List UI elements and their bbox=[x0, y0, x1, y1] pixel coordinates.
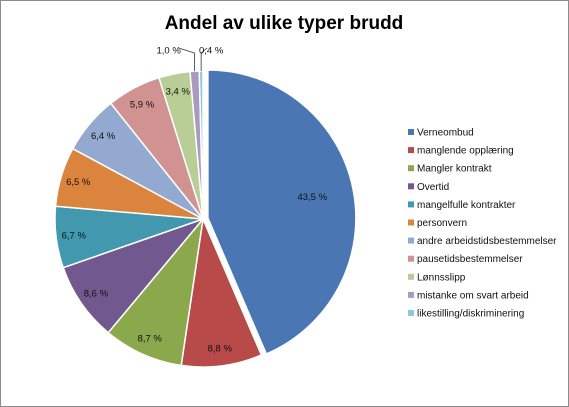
data-label-mistanke-om-svart-arbeid: 1,0 % bbox=[156, 46, 181, 57]
data-label-overtid: 8,6 % bbox=[84, 289, 109, 300]
legend-label-mistanke-om-svart-arbeid: mistanke om svart arbeid bbox=[417, 290, 529, 301]
legend-label-verneombud: Verneombud bbox=[417, 128, 474, 139]
pie-slice-verneombud bbox=[207, 69, 357, 355]
data-label-verneombud: 43,5 % bbox=[297, 192, 327, 203]
legend-label-likestilling-diskriminering: likestilling/diskriminering bbox=[417, 309, 524, 320]
data-label-mangelfulle-kontrakter: 6,7 % bbox=[62, 231, 87, 242]
leader-line-mistanke-om-svart-arbeid bbox=[178, 47, 196, 72]
legend-swatch-mistanke-om-svart-arbeid bbox=[408, 291, 414, 298]
data-label-pausetidsbestemmelser: 5,9 % bbox=[130, 99, 155, 110]
legend-swatch-overtid bbox=[408, 183, 414, 190]
data-label-personvern: 6,5 % bbox=[66, 177, 91, 188]
data-label-l-nnsslipp: 3,4 % bbox=[166, 87, 191, 98]
legend-swatch-mangelfulle-kontrakter bbox=[408, 201, 414, 208]
pie-slices bbox=[54, 69, 357, 368]
data-label-andre-arbeidstidsbestemmelser: 6,4 % bbox=[91, 131, 116, 142]
pie-slice-manglende-oppl-ring bbox=[180, 216, 263, 368]
data-label-likestilling-diskriminering: 0,4 % bbox=[199, 46, 224, 57]
legend-label-pausetidsbestemmelser: pausetidsbestemmelser bbox=[417, 254, 523, 265]
legend-swatch-personvern bbox=[408, 219, 414, 226]
leader-lines bbox=[178, 47, 208, 72]
legend-label-overtid: Overtid bbox=[417, 182, 449, 193]
legend-label-manglende-oppl-ring: manglende opplæring bbox=[417, 146, 514, 157]
data-label-manglende-oppl-ring: 8,8 % bbox=[208, 344, 233, 355]
legend-swatch-likestilling-diskriminering bbox=[408, 310, 414, 316]
legend-swatch-manglende-oppl-ring bbox=[408, 147, 414, 154]
data-labels: 43,5 % 8,8 % 8,7 % 8,6 % 6,7 % 6,5 % 6,4 % 5,9 … bbox=[62, 46, 328, 355]
legend-label-personvern: personvern bbox=[417, 218, 467, 229]
legend-swatch-andre-arbeidstidsbestemmelser bbox=[408, 237, 414, 244]
legend-label-mangler-kontrakt: Mangler kontrakt bbox=[417, 164, 492, 175]
legend-label-mangelfulle-kontrakter: mangelfulle kontrakter bbox=[417, 200, 516, 211]
leader-line-likestilling-diskriminering bbox=[200, 47, 208, 72]
legend-swatch-verneombud bbox=[408, 129, 414, 135]
chart-title: Andel av ulike typer brudd bbox=[165, 13, 404, 34]
data-label-mangler-kontrakt: 8,7 % bbox=[138, 333, 163, 344]
legend-label-andre-arbeidstidsbestemmelser: andre arbeidstidsbestemmelser bbox=[417, 236, 557, 247]
legend-swatch-mangler-kontrakt bbox=[408, 165, 414, 172]
legend-label-l-nnsslipp: Lønnsslipp bbox=[417, 272, 466, 283]
legend: Verneombud manglende opplæring Mangler kon… bbox=[408, 128, 557, 320]
legend-swatch-pausetidsbestemmelser bbox=[408, 255, 414, 262]
legend-swatch-l-nnsslipp bbox=[408, 273, 414, 280]
